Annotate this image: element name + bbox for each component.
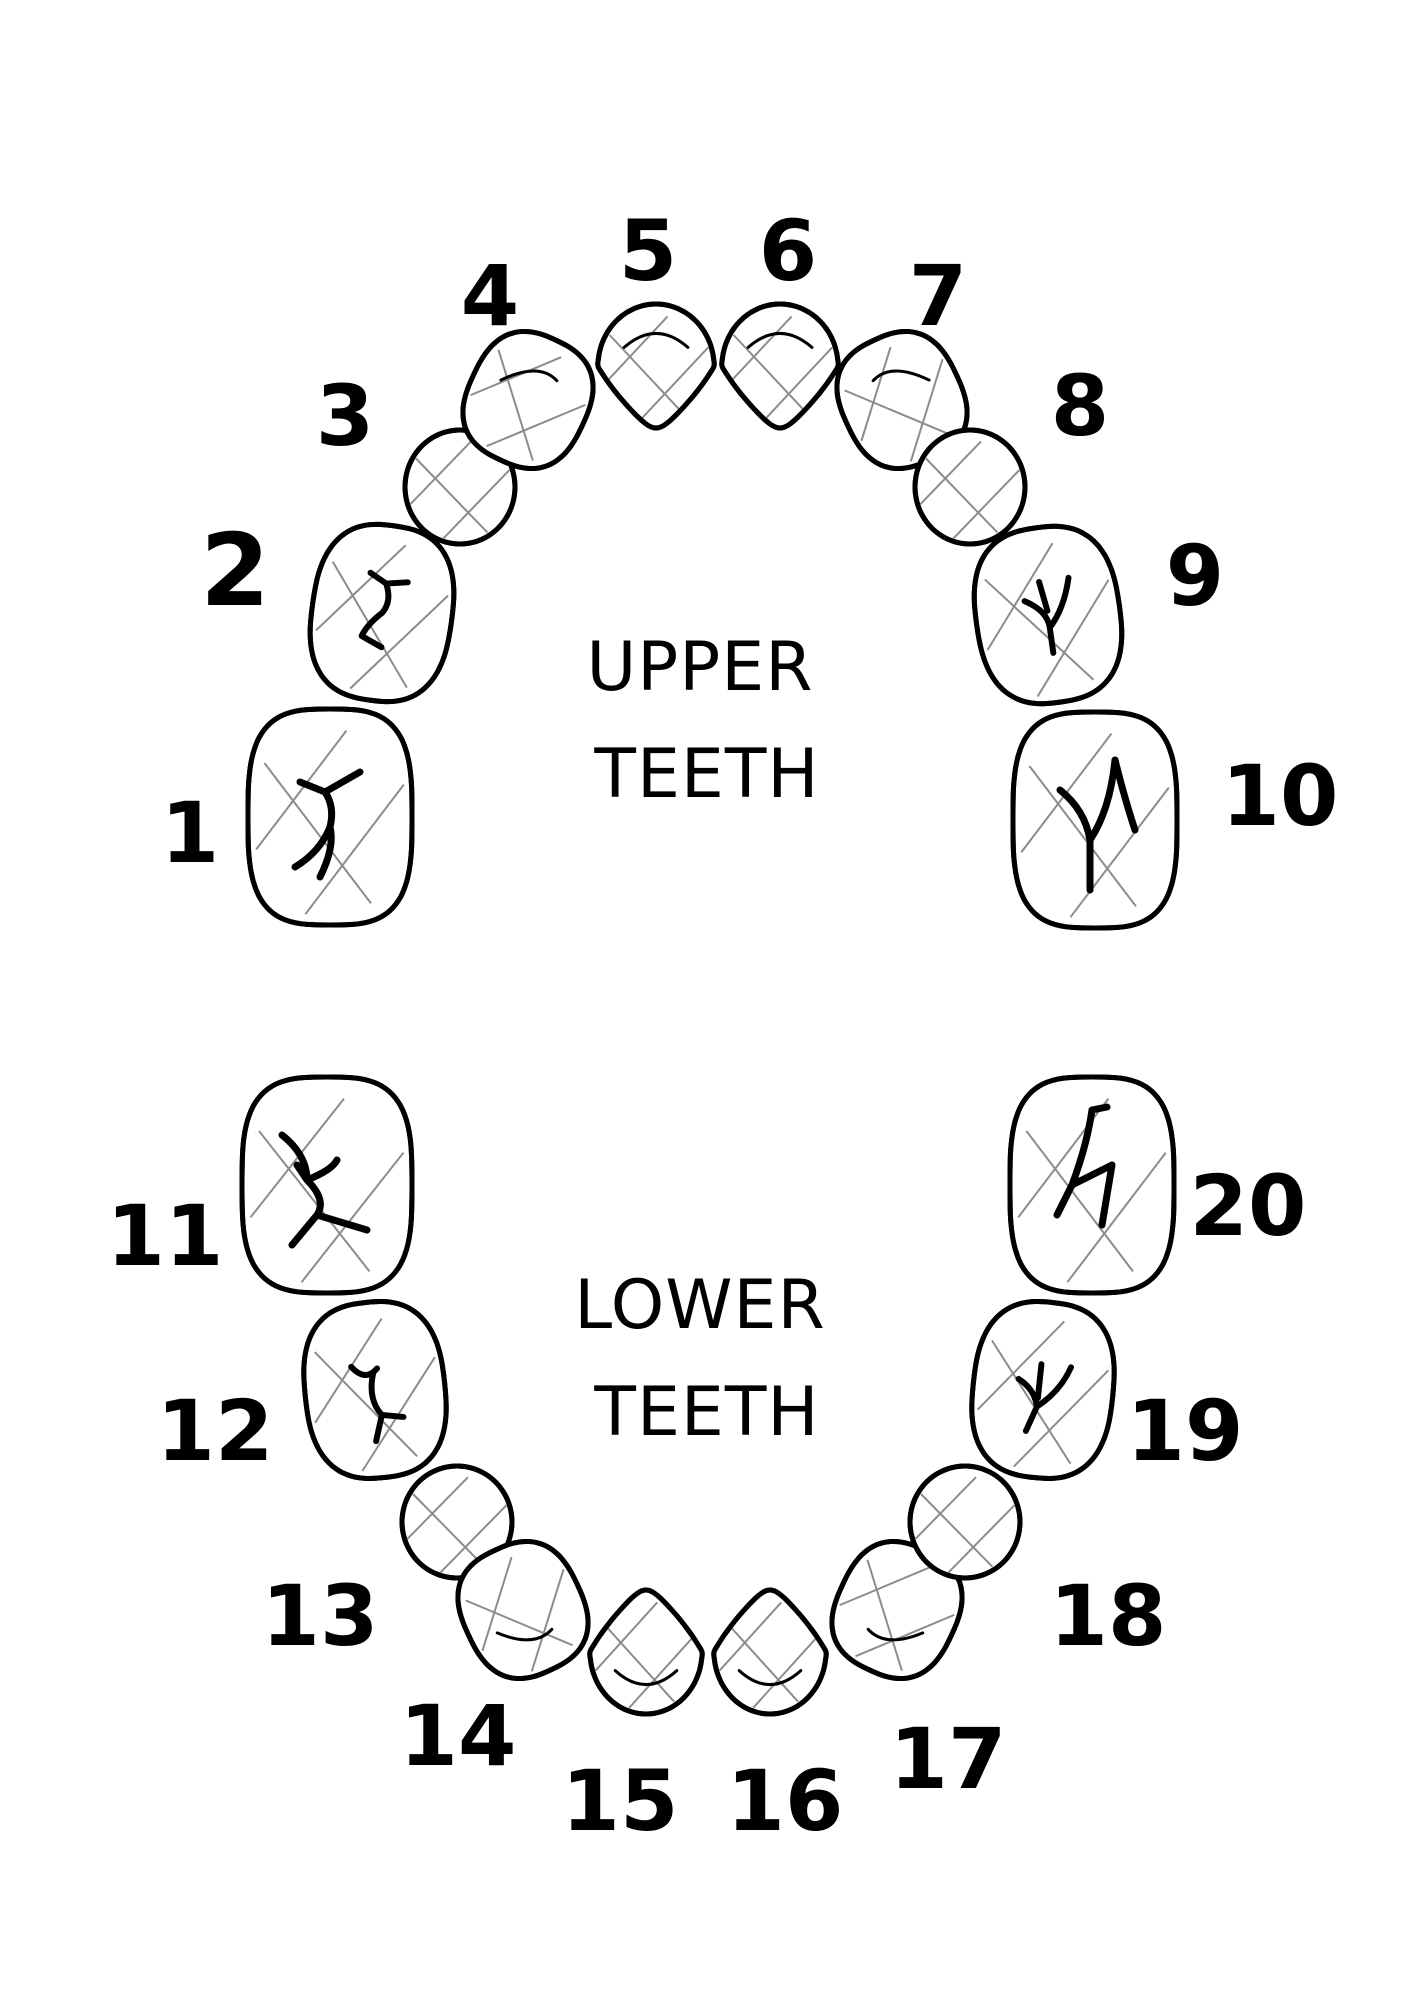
tooth-10-outline [1010,709,1180,931]
tooth-7-ridge [871,369,931,383]
tooth-number-19: 19 [1127,1382,1244,1480]
tooth-16-ridge [737,1669,803,1686]
tooth-5 [595,301,717,431]
tooth-18 [907,1463,1023,1581]
tooth-15-hatching [594,1601,698,1709]
tooth-10-groove [1056,756,1139,894]
tooth-number-20: 20 [1190,1157,1307,1255]
tooth-8 [912,427,1028,547]
tooth-6-ridge [746,332,814,349]
tooth-1-groove [291,768,364,881]
tooth-14-hatching [465,1556,573,1672]
tooth-7-hatching [844,346,952,462]
tooth-number-4: 4 [461,247,519,345]
lower-teeth-label-line2: TEETH [593,1373,819,1452]
tooth-12-groove [348,1363,407,1445]
tooth-number-9: 9 [1166,527,1224,625]
tooth-13-hatching [406,1476,508,1574]
tooth-4 [460,328,596,472]
tooth-17 [829,1538,965,1682]
tooth-number-2: 2 [200,512,270,629]
tooth-number-14: 14 [400,1687,517,1785]
tooth-11-hatching [249,1097,405,1283]
tooth-14-ridge [495,1627,554,1642]
tooth-5-ridge [622,332,690,349]
tooth-14 [455,1538,591,1682]
upper-teeth-label-line2: TEETH [593,735,819,814]
tooth-16-hatching [718,1601,822,1709]
tooth-number-8: 8 [1051,357,1109,455]
tooth-12 [301,1299,449,1481]
tooth-10 [1010,709,1180,931]
tooth-number-17: 17 [890,1710,1007,1808]
tooth-number-13: 13 [262,1567,379,1665]
tooth-11-outline [239,1074,415,1296]
tooth-4-hatching [470,349,586,461]
tooth-number-18: 18 [1050,1567,1167,1665]
lower-teeth-label-line1: LOWER [574,1266,825,1345]
tooth-1 [245,706,415,928]
tooth-number-1: 1 [161,784,219,882]
tooth-2 [307,521,457,705]
tooth-number-7: 7 [909,247,967,345]
tooth-3-hatching [409,440,511,539]
tooth-6-hatching [727,315,833,423]
tooth-9-groove [1021,574,1072,656]
tooth-number-6: 6 [759,202,817,300]
tooth-18-hatching [914,1476,1016,1574]
tooth-15 [587,1587,705,1717]
tooth-20-groove [1053,1103,1116,1229]
tooth-9 [971,523,1125,707]
tooth-17-ridge [866,1627,925,1642]
tooth-2-groove [358,569,411,651]
tooth-8-hatching [919,440,1021,539]
tooth-number-5: 5 [619,202,677,300]
tooth-11 [239,1074,415,1296]
tooth-15-ridge [613,1669,679,1686]
tooth-5-hatching [603,315,709,423]
tooth-19 [969,1299,1117,1481]
tooth-number-15: 15 [562,1752,679,1850]
teeth-layer [239,301,1180,1717]
tooth-number-3: 3 [316,367,374,465]
tooth-17-hatching [839,1559,955,1671]
tooth-number-10: 10 [1222,747,1339,845]
tooth-20 [1007,1074,1177,1296]
upper-teeth-label-line1: UPPER [587,628,814,707]
tooth-11-groove [278,1131,371,1249]
tooth-4-ridge [499,369,559,383]
tooth-number-11: 11 [107,1187,224,1285]
tooth-1-hatching [255,729,405,915]
tooth-9-hatching [984,542,1110,697]
tooth-16 [711,1587,829,1717]
tooth-6 [719,301,841,431]
tooth-number-16: 16 [727,1752,844,1850]
tooth-number-12: 12 [157,1382,274,1480]
tooth-19-groove [1015,1361,1075,1434]
tooth-19-hatching [976,1320,1110,1468]
